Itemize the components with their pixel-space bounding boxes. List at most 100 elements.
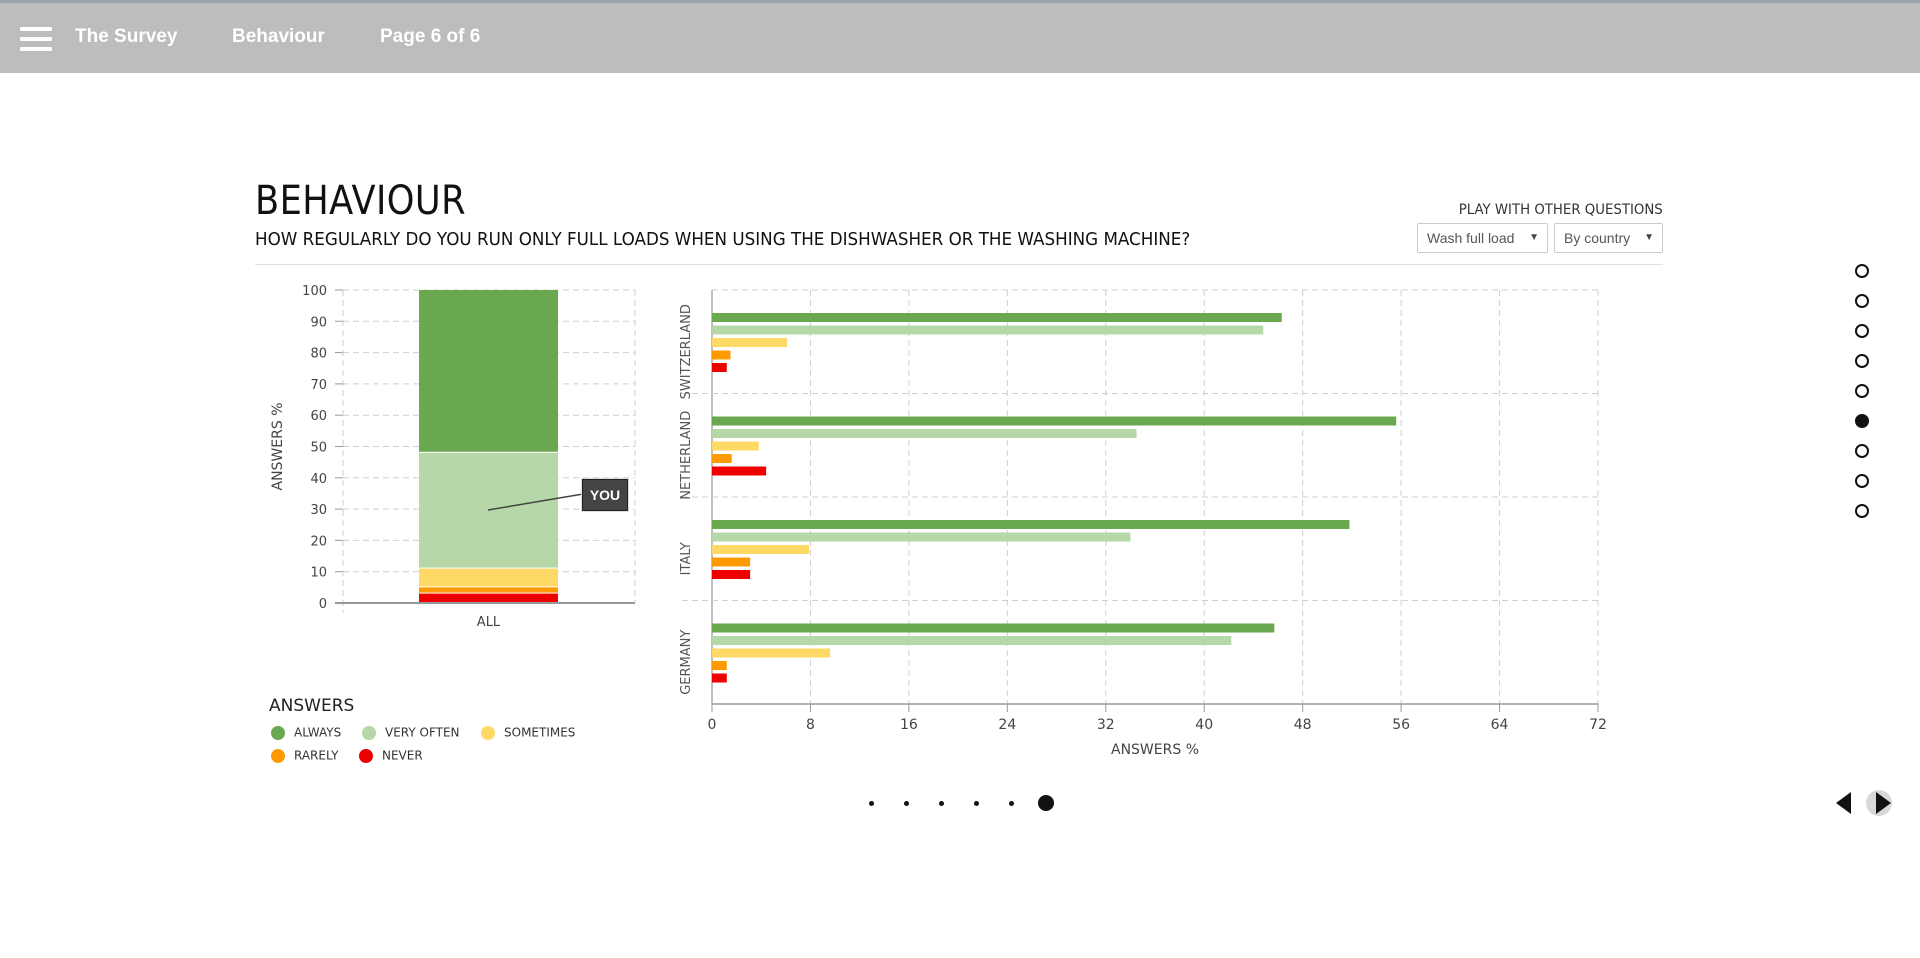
bar-netherland-always [712,416,1397,426]
y-tick-label: 90 [310,315,327,330]
y-tick-label: 60 [310,409,327,424]
you-marker-label: YOU [582,479,628,511]
bar-switzerland-rarely [712,350,731,360]
play-with-other-questions-label: PLAY WITH OTHER QUESTIONS [1458,202,1663,218]
legend-dot-rarely [271,748,285,763]
x-tick-label: 24 [998,717,1016,733]
page-title: BEHAVIOUR [255,178,467,224]
bar-germany-very-often [712,636,1232,645]
x-tick-label: 72 [1589,717,1607,733]
legend-label-sometimes: SOMETIMES [504,725,576,740]
nav-the-survey[interactable]: The Survey [75,26,178,47]
side-nav-dot[interactable] [1855,474,1869,488]
overall-stacked-bar-chart: 0 10 20 30 40 50 60 70 80 90 100 ALL ANSWERS % [270,284,636,630]
pagination-dot[interactable] [903,800,909,806]
y-tick-label: 10 [310,566,327,581]
bar-germany-always [712,623,1275,633]
stacked-bar-segment-never [419,593,558,602]
legend-item-never[interactable]: NEVER [359,748,423,763]
x-tick-label: 56 [1392,717,1410,733]
side-nav-dot[interactable] [1855,384,1869,398]
legend-item-always[interactable]: ALWAYS [271,725,341,740]
x-axis-title: ANSWERS % [1111,742,1199,758]
y-axis-title: ANSWERS % [270,403,286,491]
bar-italy-never [712,570,751,579]
nav-behaviour[interactable]: Behaviour [232,26,325,47]
chevron-down-icon: ▼ [1644,232,1654,243]
legend-dot-always [271,725,285,740]
y-tick-label: 80 [310,347,327,362]
legend-label-always: ALWAYS [294,725,342,740]
stacked-bar-segment-always [419,290,558,452]
question-select[interactable]: Wash full load ▼ [1417,223,1548,253]
legend-dot-very-often [362,725,376,740]
stacked-bar-segment-rarely [419,587,558,593]
pagination-dot[interactable] [938,800,944,806]
category-label: GERMANY [679,630,694,695]
legend-dot-never [359,748,373,763]
x-tick-label: 40 [1195,717,1213,733]
legend-item-rarely[interactable]: RARELY [271,748,338,763]
bar-switzerland-very-often [712,325,1264,335]
category-label: ITALY [679,542,694,575]
top-bar: The Survey Behaviour Page 6 of 6 [0,0,1920,73]
prev-arrow-icon[interactable] [1836,792,1851,814]
bar-switzerland-always [712,313,1282,322]
pagination-dot[interactable] [973,800,979,806]
x-tick-label: 48 [1294,717,1312,733]
category-label: SWITZERLAND [679,304,694,399]
side-nav-dot[interactable] [1855,354,1869,368]
legend-dot-sometimes [481,725,495,740]
side-nav-dot[interactable] [1855,444,1869,458]
hamburger-menu-icon[interactable] [20,27,52,53]
y-tick-label: 100 [302,284,327,299]
bar-germany-sometimes [712,648,831,658]
you-marker-line [487,493,584,511]
legend-label-rarely: RARELY [294,748,339,763]
bar-germany-rarely [712,661,727,670]
side-nav-dot[interactable] [1855,294,1869,308]
x-tick-label: 0 [708,717,717,733]
next-arrow-icon[interactable] [1876,792,1891,814]
page-indicator: Page 6 of 6 [380,26,481,47]
category-label: NETHERLAND [679,411,694,500]
bar-netherland-very-often [712,429,1137,438]
bar-netherland-never [712,466,767,476]
legend-label-never: NEVER [382,748,423,763]
bar-italy-sometimes [712,545,810,554]
stacked-bar-segment-sometimes [419,568,558,587]
group-select-value: By country [1564,230,1631,246]
by-country-bar-chart: 0 8 16 24 32 40 48 56 64 72 SWITZERLAND NETHERLAND I… [679,289,1607,758]
group-select[interactable]: By country ▼ [1554,223,1663,253]
y-tick-label: 40 [310,472,327,487]
side-nav-dot[interactable] [1855,264,1869,278]
chevron-down-icon: ▼ [1529,232,1539,243]
legend-title: ANSWERS [269,696,355,716]
question-text: HOW REGULARLY DO YOU RUN ONLY FULL LOADS… [255,229,1191,250]
title-divider [255,264,1663,265]
pagination-dot[interactable] [1038,795,1054,811]
bar-netherland-sometimes [712,441,759,451]
x-tick-label: 16 [900,717,918,733]
side-nav-dot[interactable] [1855,414,1869,428]
legend-item-very-often[interactable]: VERY OFTEN [362,725,460,740]
side-nav-dot[interactable] [1855,324,1869,338]
legend-label-very-often: VERY OFTEN [385,725,460,740]
legend-item-sometimes[interactable]: SOMETIMES [481,725,575,740]
y-tick-label: 0 [319,597,327,612]
y-tick-label: 50 [310,441,327,456]
bar-switzerland-never [712,363,727,372]
x-tick-label: 8 [806,717,815,733]
y-tick-label: 20 [310,534,327,549]
pagination-dot[interactable] [1008,800,1014,806]
y-tick-label: 70 [310,378,327,393]
bar-netherland-rarely [712,454,732,463]
x-tick-label: ALL [477,615,501,630]
pagination-dot[interactable] [868,800,874,806]
side-nav-dot[interactable] [1855,504,1869,518]
bar-switzerland-sometimes [712,338,788,347]
bar-germany-never [712,673,727,683]
x-tick-label: 32 [1097,717,1115,733]
bar-italy-very-often [712,532,1131,542]
x-tick-label: 64 [1491,717,1509,733]
